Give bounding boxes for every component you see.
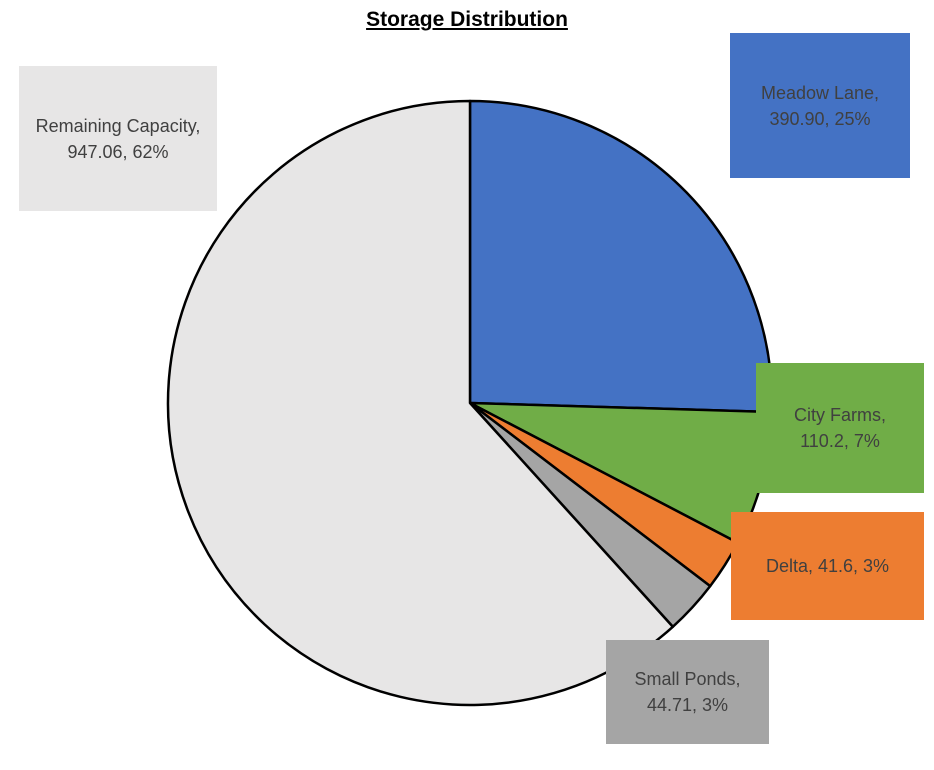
- chart-title: Storage Distribution: [366, 8, 568, 31]
- pie-slice: [166, 99, 675, 707]
- data-label: Delta, 41.6, 3%: [731, 512, 924, 620]
- data-label: Meadow Lane, 390.90, 25%: [730, 33, 910, 178]
- data-label: City Farms, 110.2, 7%: [756, 363, 924, 493]
- data-label: Small Ponds, 44.71, 3%: [606, 640, 769, 744]
- pie-slice: [468, 99, 774, 414]
- data-label: Remaining Capacity, 947.06, 62%: [19, 66, 217, 211]
